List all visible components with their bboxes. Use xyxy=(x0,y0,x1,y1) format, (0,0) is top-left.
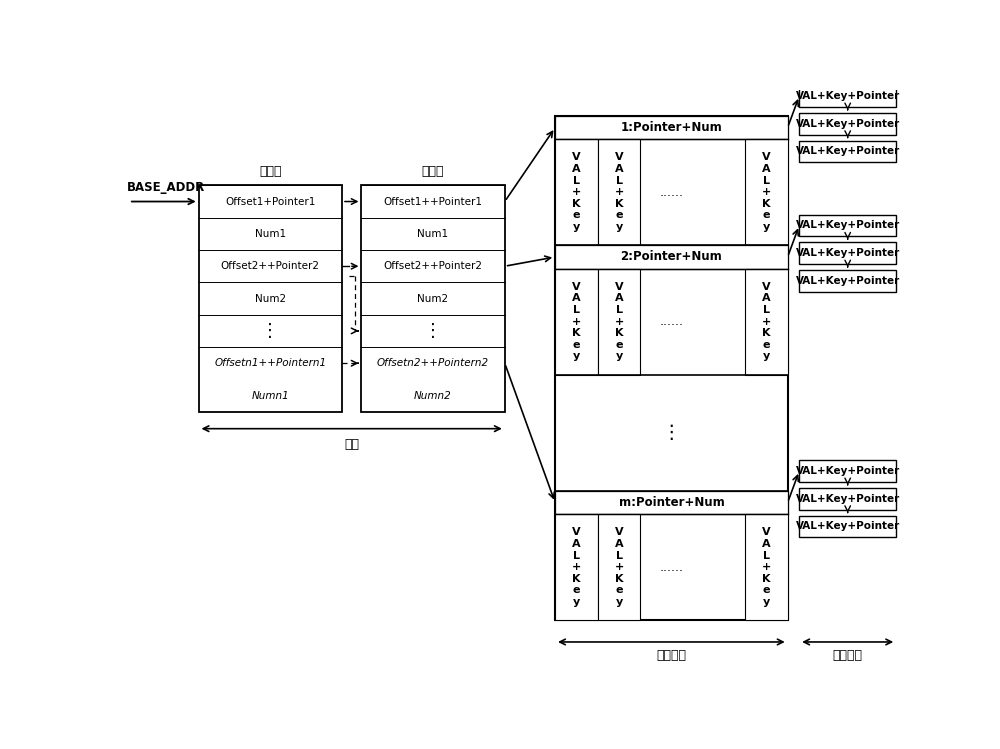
Text: Offset2++Pointer2: Offset2++Pointer2 xyxy=(384,261,483,271)
Text: ⋮: ⋮ xyxy=(662,423,681,443)
Bar xyxy=(361,185,505,412)
Text: Num2: Num2 xyxy=(255,294,286,303)
Bar xyxy=(799,516,896,537)
Text: 离散数据: 离散数据 xyxy=(833,649,863,662)
Text: V
A
L
+
K
e
y: V A L + K e y xyxy=(614,282,624,362)
Bar xyxy=(745,514,788,620)
Bar xyxy=(598,139,640,246)
Bar xyxy=(799,243,896,264)
Text: VAL+Key+Pointer: VAL+Key+Pointer xyxy=(796,147,900,157)
Text: 2:Pointer+Num: 2:Pointer+Num xyxy=(620,250,722,264)
Text: Num2: Num2 xyxy=(418,294,449,303)
Bar xyxy=(799,85,896,107)
Text: V
A
L
+
K
e
y: V A L + K e y xyxy=(572,527,581,607)
Text: 目标数据: 目标数据 xyxy=(656,649,686,662)
Text: V
A
L
+
K
e
y: V A L + K e y xyxy=(762,153,771,232)
Text: m:Pointer+Num: m:Pointer+Num xyxy=(618,496,724,509)
Text: Offset1++Pointer1: Offset1++Pointer1 xyxy=(384,196,483,207)
Text: VAL+Key+Pointer: VAL+Key+Pointer xyxy=(796,494,900,504)
Text: Numn2: Numn2 xyxy=(414,390,452,401)
Text: ......: ...... xyxy=(659,186,683,198)
Text: Offsetn2++Pointern2: Offsetn2++Pointern2 xyxy=(377,358,489,369)
Bar xyxy=(555,514,598,620)
Text: Numn1: Numn1 xyxy=(251,390,289,401)
Text: V
A
L
+
K
e
y: V A L + K e y xyxy=(572,282,581,362)
Text: 1:Pointer+Num: 1:Pointer+Num xyxy=(620,121,722,134)
Text: ......: ...... xyxy=(659,561,683,574)
Bar xyxy=(555,116,788,139)
Bar xyxy=(799,215,896,236)
Text: V
A
L
+
K
e
y: V A L + K e y xyxy=(572,153,581,232)
Bar xyxy=(799,113,896,135)
Bar xyxy=(598,514,640,620)
Bar xyxy=(799,488,896,509)
Text: V
A
L
+
K
e
y: V A L + K e y xyxy=(614,153,624,232)
Bar xyxy=(799,270,896,291)
Bar xyxy=(745,269,788,374)
Text: V
A
L
+
K
e
y: V A L + K e y xyxy=(614,527,624,607)
Bar xyxy=(745,139,788,246)
Bar xyxy=(555,246,788,269)
Bar xyxy=(199,185,342,412)
Bar xyxy=(598,269,640,374)
Text: V
A
L
+
K
e
y: V A L + K e y xyxy=(762,527,771,607)
Text: Num1: Num1 xyxy=(255,229,286,239)
Text: VAL+Key+Pointer: VAL+Key+Pointer xyxy=(796,220,900,231)
Text: 索引: 索引 xyxy=(344,437,359,451)
Text: VAL+Key+Pointer: VAL+Key+Pointer xyxy=(796,466,900,476)
Text: VAL+Key+Pointer: VAL+Key+Pointer xyxy=(796,119,900,129)
Bar xyxy=(555,269,598,374)
Text: BASE_ADDR: BASE_ADDR xyxy=(127,181,205,194)
Text: VAL+Key+Pointer: VAL+Key+Pointer xyxy=(796,276,900,286)
Text: Offset1+Pointer1: Offset1+Pointer1 xyxy=(225,196,316,207)
Bar xyxy=(555,139,598,246)
Text: Offsetn1++Pointern1: Offsetn1++Pointern1 xyxy=(214,358,326,369)
Text: ⋮: ⋮ xyxy=(424,322,442,340)
Bar xyxy=(555,491,788,514)
Text: 第二级: 第二级 xyxy=(422,165,444,178)
Bar xyxy=(799,141,896,163)
Text: Num1: Num1 xyxy=(418,229,449,239)
Text: 第一级: 第一级 xyxy=(259,165,282,178)
Text: ⋮: ⋮ xyxy=(261,322,279,340)
Text: VAL+Key+Pointer: VAL+Key+Pointer xyxy=(796,248,900,258)
Text: Offset2++Pointer2: Offset2++Pointer2 xyxy=(221,261,320,271)
Bar xyxy=(799,460,896,482)
Text: VAL+Key+Pointer: VAL+Key+Pointer xyxy=(796,521,900,532)
Bar xyxy=(555,116,788,620)
Text: ......: ...... xyxy=(659,315,683,328)
Text: V
A
L
+
K
e
y: V A L + K e y xyxy=(762,282,771,362)
Text: VAL+Key+Pointer: VAL+Key+Pointer xyxy=(796,91,900,101)
